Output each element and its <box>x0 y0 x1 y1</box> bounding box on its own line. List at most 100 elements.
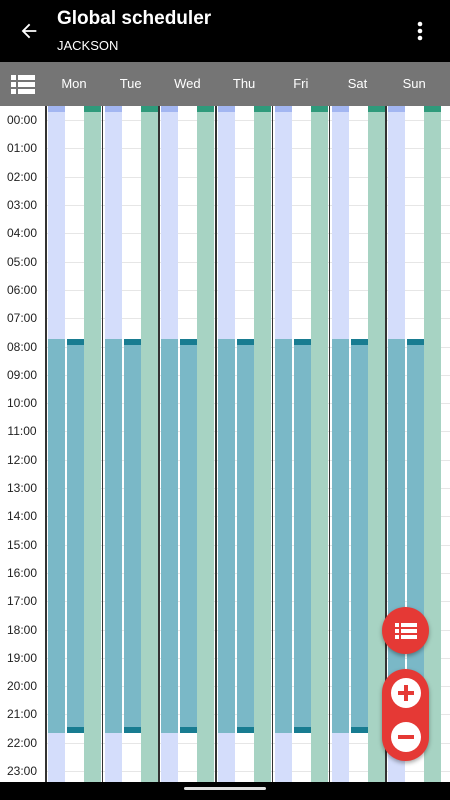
active-block-thu <box>237 339 255 733</box>
hour-gridline <box>46 176 450 178</box>
active-start-cap-mon <box>67 339 84 346</box>
page-subtitle: JACKSON <box>57 38 119 53</box>
time-label: 04:00 <box>6 226 38 241</box>
time-label: 21:00 <box>6 707 38 722</box>
day-label-tue: Tue <box>119 76 142 91</box>
day-label-wed: Wed <box>174 76 201 91</box>
zoom-out-button[interactable] <box>391 722 421 752</box>
slot-blue-cap-sun <box>388 106 406 112</box>
back-button[interactable] <box>14 16 44 46</box>
more-options-button[interactable] <box>406 16 434 46</box>
day-separator <box>385 106 387 782</box>
slot-green-lane-sun <box>424 106 442 782</box>
hour-gridline <box>46 120 450 122</box>
zoom-controls <box>382 669 429 761</box>
hour-gridline <box>46 261 450 263</box>
active-start-cap-sat <box>350 339 368 346</box>
active-end-cap-fri <box>293 726 311 733</box>
time-label: 16:00 <box>6 565 38 580</box>
view-list-button[interactable] <box>10 72 36 96</box>
active-block-left-thu <box>218 339 236 733</box>
view-list-icon <box>11 75 35 94</box>
zoom-in-icon <box>398 685 414 701</box>
day-label-sat: Sat <box>347 76 368 91</box>
schedule-grid[interactable]: 00:00 01:00 02:00 03:00 04:00 05:00 06:00 07:00… <box>0 106 450 782</box>
active-end-cap-thu <box>237 726 255 733</box>
slot-green-cap-wed <box>197 106 215 112</box>
time-label: 15:00 <box>6 537 38 552</box>
time-label: 22:00 <box>6 735 38 750</box>
active-block-left-mon <box>48 339 65 733</box>
slot-green-cap-mon <box>84 106 101 112</box>
slot-green-lane-fri <box>310 106 328 782</box>
slot-green-lane-mon <box>84 106 101 782</box>
slot-blue-cap-sat <box>331 106 349 112</box>
slot-blue-cap-fri <box>274 106 292 112</box>
home-handle[interactable] <box>184 787 266 790</box>
app-bar: Global scheduler JACKSON <box>0 0 450 62</box>
active-block-left-wed <box>161 339 179 733</box>
hour-gridline <box>46 771 450 773</box>
time-label: 01:00 <box>6 141 38 156</box>
hour-gridline <box>46 148 450 150</box>
day-label-mon: Mon <box>61 76 87 91</box>
slot-blue-cap-mon <box>48 106 65 112</box>
time-label: 11:00 <box>7 424 37 439</box>
time-label: 20:00 <box>6 679 38 694</box>
time-label: 12:00 <box>6 452 38 467</box>
active-end-cap-sat <box>350 726 368 733</box>
time-label: 23:00 <box>6 764 38 779</box>
page-title: Global scheduler <box>57 8 212 29</box>
time-label: 18:00 <box>6 622 38 637</box>
active-end-cap-wed <box>180 726 198 733</box>
slot-green-cap-sat <box>367 106 385 112</box>
zoom-in-button[interactable] <box>391 678 421 708</box>
day-separator <box>158 106 160 782</box>
time-label: 08:00 <box>6 339 38 354</box>
active-end-cap-mon <box>67 726 84 733</box>
active-block-left-fri <box>274 339 292 733</box>
active-end-cap-tue <box>123 726 141 733</box>
time-label: 13:00 <box>6 481 38 496</box>
time-label: 02:00 <box>6 169 38 184</box>
day-separator <box>215 106 217 782</box>
time-label: 09:00 <box>6 367 38 382</box>
time-label: 05:00 <box>6 254 38 269</box>
hour-gridline <box>46 289 450 291</box>
time-label: 00:00 <box>6 113 38 128</box>
active-start-cap-thu <box>237 339 255 346</box>
slot-blue-cap-thu <box>218 106 236 112</box>
time-label: 03:00 <box>6 198 38 213</box>
slot-green-cap-fri <box>310 106 328 112</box>
time-label: 10:00 <box>6 396 38 411</box>
day-separator <box>271 106 274 782</box>
active-block-left-tue <box>104 339 122 733</box>
slot-green-cap-tue <box>140 106 158 112</box>
hour-gridline <box>46 318 450 320</box>
time-label: 06:00 <box>6 282 38 297</box>
day-label-fri: Fri <box>293 76 309 91</box>
slot-green-lane-sat <box>367 106 385 782</box>
active-block-fri <box>293 339 311 733</box>
time-label: 14:00 <box>6 509 38 524</box>
day-header-bar <box>0 62 450 106</box>
day-separator <box>101 106 104 782</box>
slot-blue-cap-wed <box>161 106 179 112</box>
active-block-sat <box>350 339 368 733</box>
hour-gridline <box>46 233 450 235</box>
active-block-left-sat <box>331 339 349 733</box>
time-label: 19:00 <box>6 650 38 665</box>
hour-gridline <box>46 205 450 207</box>
slot-green-cap-sun <box>424 106 442 112</box>
hour-gridline <box>46 742 450 744</box>
slot-green-lane-tue <box>140 106 158 782</box>
more-vert-icon <box>417 21 423 41</box>
active-block-tue <box>123 339 141 733</box>
legend-list-button[interactable] <box>382 607 429 654</box>
active-block-wed <box>180 339 198 733</box>
zoom-out-icon <box>398 735 414 739</box>
time-label: 07:00 <box>6 311 38 326</box>
active-start-cap-tue <box>123 339 141 346</box>
list-icon <box>394 622 417 639</box>
time-label: 17:00 <box>6 594 38 609</box>
